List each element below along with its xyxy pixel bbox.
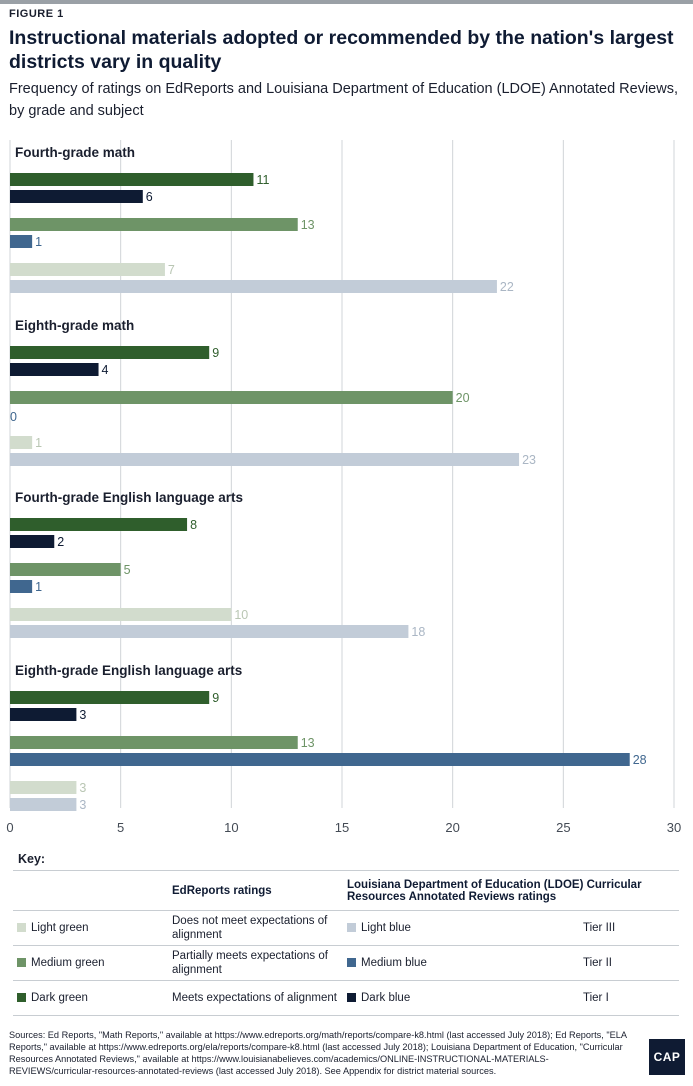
key-header-blank [13,870,168,911]
data-label: 0 [10,410,17,424]
x-tick-label: 25 [556,820,570,835]
key-green-name: Dark green [31,992,88,1004]
key-green-cell: Medium green [13,945,168,981]
data-label: 20 [456,391,470,405]
data-label: 5 [124,563,131,577]
x-tick-label: 5 [117,820,124,835]
data-label: 18 [411,625,425,639]
data-label: 9 [212,346,219,360]
top-rule [0,0,693,4]
bar [10,436,33,449]
x-tick-label: 30 [667,820,681,835]
bar [10,346,210,359]
group-label: Eighth-grade English language arts [15,663,242,678]
data-label: 10 [234,608,248,622]
bar [10,708,77,721]
data-label: 4 [102,363,109,377]
bar [10,625,409,638]
key-edreports-rating: Does not meet expectations of alignment [168,910,343,946]
key-green-cell: Light green [13,910,168,946]
bar [10,535,55,548]
figure-label: FIGURE 1 [9,8,64,20]
data-label: 8 [190,518,197,532]
medium-green-swatch [17,958,26,968]
dark-green-swatch [17,993,26,1003]
key-edreports-rating: Partially meets expectations of alignmen… [168,945,343,981]
data-label: 3 [79,708,86,722]
data-label: 3 [79,798,86,812]
data-label: 1 [35,436,42,450]
key-header-row: EdReports ratings Louisiana Department o… [13,870,679,911]
data-label: 23 [522,453,536,467]
chart-subtitle: Frequency of ratings on EdReports and Lo… [9,81,678,119]
bar [10,736,298,749]
data-label: 6 [146,190,153,204]
key-row: Light green Does not meet expectations o… [13,910,679,946]
key-header-ldoe: Louisiana Department of Education (LDOE)… [343,870,679,911]
light-green-swatch [17,923,26,933]
group-label: Eighth-grade math [15,318,134,333]
x-tick-label: 10 [224,820,238,835]
data-label: 2 [57,535,64,549]
key-green-cell: Dark green [13,980,168,1016]
bar [10,563,121,576]
key-blue-cell: Dark blue [343,980,553,1016]
bar [10,691,210,704]
data-label: 1 [35,235,42,249]
data-label: 13 [301,218,315,232]
data-label: 11 [256,173,269,187]
key-tier: Tier III [553,910,679,946]
key-header-edreports: EdReports ratings [168,870,343,911]
key-blue-cell: Light blue [343,910,553,946]
key-edreports-rating: Meets expectations of alignment [168,980,343,1016]
bar [10,263,165,276]
key-tier: Tier I [553,980,679,1016]
key-blue-name: Light blue [361,922,411,934]
data-label: 7 [168,263,175,277]
bar [10,235,33,248]
data-label: 13 [301,736,315,750]
key-blue-name: Dark blue [361,992,411,1004]
bar [10,173,254,186]
bar [10,608,232,621]
x-tick-label: 15 [335,820,349,835]
x-tick-label: 20 [445,820,459,835]
dark-blue-swatch [347,993,356,1003]
key-green-name: Medium green [31,957,105,969]
bar [10,453,520,466]
cap-logo: CAP [649,1039,685,1075]
bar [10,518,188,531]
bar [10,280,497,293]
data-label: 1 [35,580,42,594]
bar [10,363,99,376]
data-label: 9 [212,691,219,705]
key-green-name: Light green [31,922,89,934]
bar [10,391,453,404]
group-label: Fourth-grade English language arts [15,490,243,505]
bar [10,753,630,766]
data-label: 3 [79,781,86,795]
data-label: 28 [633,753,647,767]
bar [10,190,143,203]
chart-title: Instructional materials adopted or recom… [9,27,674,73]
bar [10,580,33,593]
bar [10,218,298,231]
bar [10,781,77,794]
key-row: Dark green Meets expectations of alignme… [13,980,679,1016]
key-label: Key: [18,852,46,866]
group-label: Fourth-grade math [15,145,135,160]
key-table: EdReports ratings Louisiana Department o… [13,870,679,1016]
bar [10,798,77,811]
key-row: Medium green Partially meets expectation… [13,945,679,981]
key-blue-name: Medium blue [361,957,427,969]
sources-note: Sources: Ed Reports, "Math Reports," ava… [9,1030,627,1076]
light-blue-swatch [347,923,356,933]
x-tick-label: 0 [6,820,13,835]
key-tier: Tier II [553,945,679,981]
data-label: 22 [500,280,514,294]
medium-blue-swatch [347,958,356,968]
key-blue-cell: Medium blue [343,945,553,981]
